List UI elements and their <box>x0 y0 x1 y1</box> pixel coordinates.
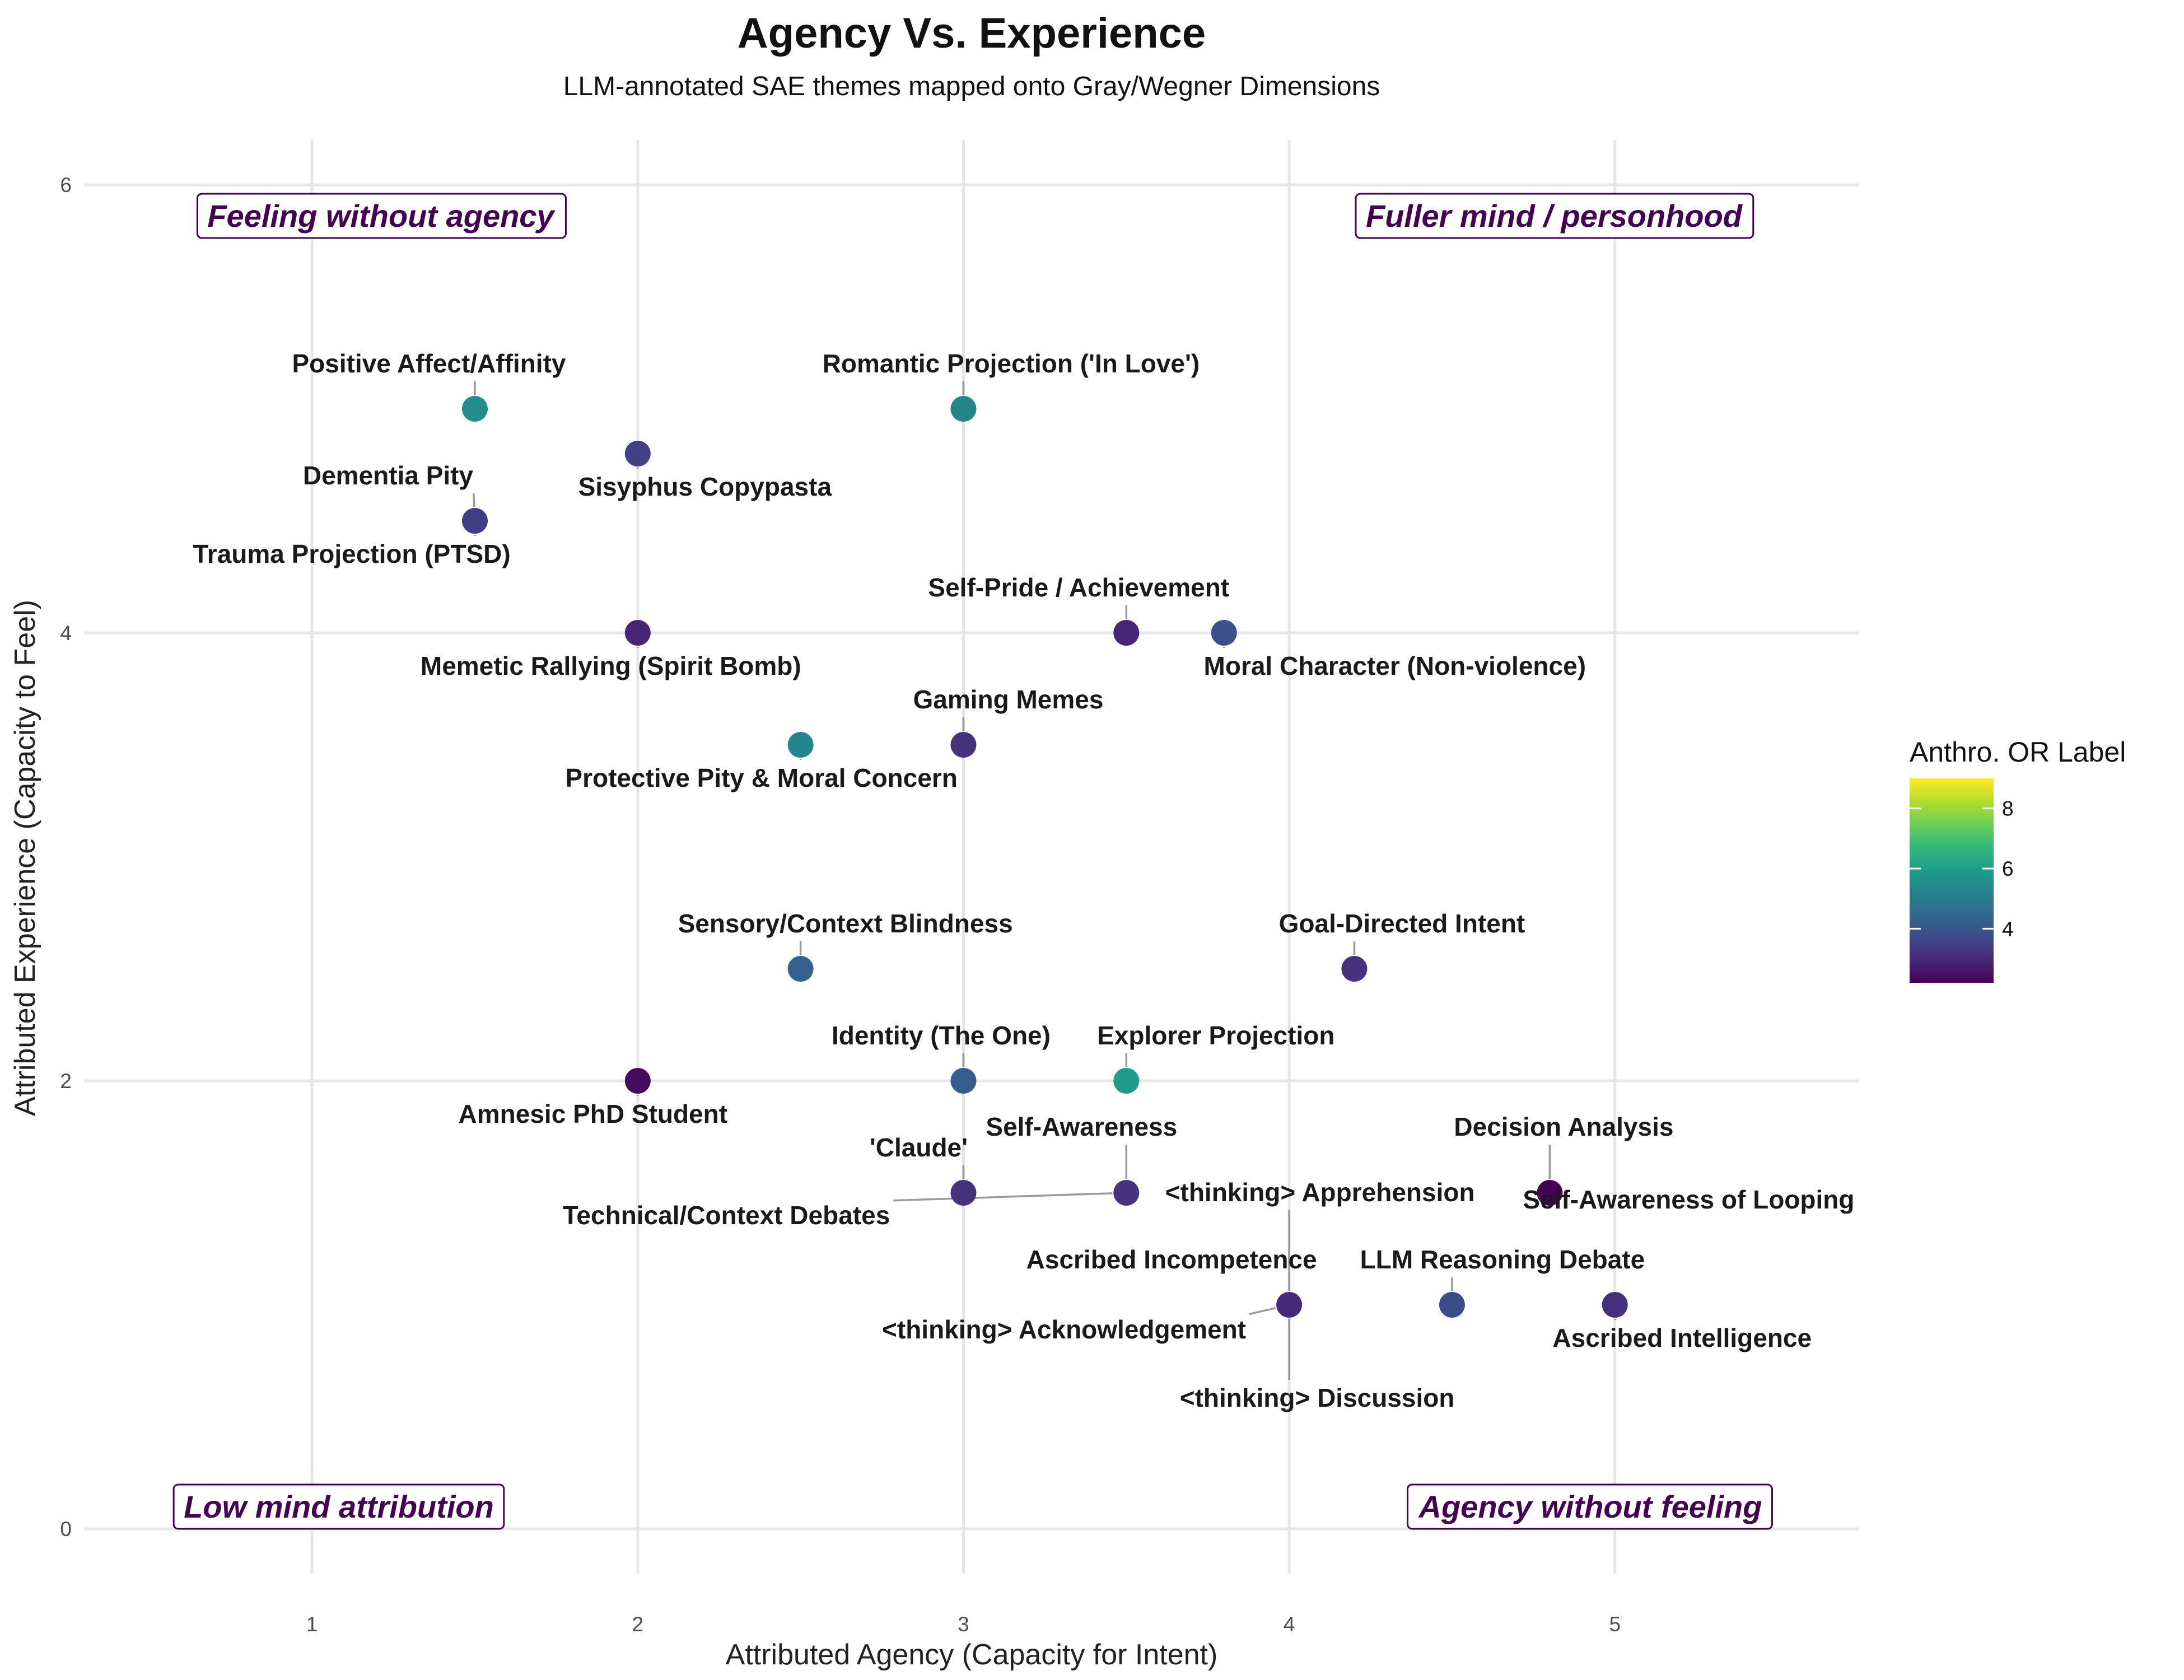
chart-subtitle: LLM-annotated SAE themes mapped onto Gra… <box>563 72 1380 101</box>
leader-line <box>893 1192 1113 1202</box>
point-label: Decision Analysis <box>1454 1112 1673 1141</box>
legend-tick-label: 6 <box>2002 857 2014 880</box>
point-label: Sisyphus Copypasta <box>578 472 832 501</box>
y-axis-title: Attributed Experience (Capacity to Feel) <box>9 600 41 1116</box>
point-label: Self-Awareness <box>986 1112 1177 1141</box>
legend-title: Anthro. OR Label <box>1910 736 2126 768</box>
data-point <box>461 508 488 534</box>
point-label: Self-Pride / Achievement <box>928 573 1229 602</box>
quadrant-label-top-left: Feeling without agency <box>196 193 567 239</box>
quadrant-text: Fuller mind / personhood <box>1366 198 1743 234</box>
x-tick-label: 3 <box>958 1613 969 1636</box>
data-point <box>1211 620 1237 646</box>
x-tick-label: 2 <box>632 1613 644 1636</box>
point-label: Gaming Memes <box>913 685 1103 714</box>
point-label: Dementia Pity <box>303 461 474 490</box>
data-point <box>950 1180 977 1206</box>
point-label: Moral Character (Non-violence) <box>1204 651 1586 680</box>
point-label: Amnesic PhD Student <box>459 1099 728 1128</box>
point-label: Goal-Directed Intent <box>1279 909 1525 938</box>
data-point <box>1537 1180 1563 1206</box>
point-label: LLM Reasoning Debate <box>1360 1245 1645 1274</box>
point-label: Identity (The One) <box>832 1021 1051 1050</box>
data-point <box>1113 1180 1140 1206</box>
axis-ticks: 1 2 3 4 5 0 2 4 6 <box>60 174 1621 1636</box>
leader-line <box>1249 1306 1276 1315</box>
data-point <box>950 1068 977 1094</box>
data-point <box>787 956 814 982</box>
data-point <box>624 1068 651 1094</box>
quadrant-box <box>172 1483 505 1530</box>
data-point <box>461 396 488 422</box>
y-tick-label: 0 <box>60 1518 72 1541</box>
chart-title: Agency Vs. Experience <box>738 10 1206 57</box>
point-label: <thinking> Discussion <box>1180 1383 1455 1412</box>
quadrant-box <box>196 193 567 239</box>
point-label: Technical/Context Debates <box>563 1201 890 1230</box>
leader-lines <box>473 381 1616 1380</box>
data-point <box>624 441 651 466</box>
quadrant-labels: Feeling without agency Fuller mind / pers… <box>172 193 1773 1530</box>
point-label: Explorer Projection <box>1097 1021 1334 1050</box>
point-label: Ascribed Intelligence <box>1552 1323 1812 1352</box>
data-point <box>1276 1292 1303 1318</box>
data-point <box>1602 1292 1628 1318</box>
data-point <box>950 396 977 422</box>
y-tick-label: 4 <box>60 622 72 645</box>
quadrant-label-bottom-right: Agency without feeling <box>1407 1483 1773 1530</box>
color-legend: Anthro. OR Label 4 6 8 <box>1910 736 2126 983</box>
point-label: Sensory/Context Blindness <box>678 909 1013 938</box>
point-label: Self-Awareness of Looping <box>1523 1185 1854 1214</box>
data-point <box>624 620 651 646</box>
point-label: Positive Affect/Affinity <box>292 349 566 378</box>
x-tick-label: 5 <box>1609 1613 1621 1636</box>
legend-tick-label: 8 <box>2002 797 2014 820</box>
x-tick-label: 4 <box>1284 1613 1295 1636</box>
quadrant-text: Agency without feeling <box>1418 1489 1762 1524</box>
point-label: Ascribed Incompetence <box>1026 1245 1317 1274</box>
point-label: <thinking> Apprehension <box>1165 1178 1475 1207</box>
y-tick-label: 2 <box>60 1070 72 1093</box>
data-point <box>1113 1068 1140 1094</box>
data-point <box>787 732 814 758</box>
data-point <box>950 732 977 758</box>
point-label: <thinking> Acknowledgement <box>882 1315 1246 1344</box>
quadrant-text: Feeling without agency <box>207 198 556 234</box>
quadrant-text: Low mind attribution <box>184 1489 494 1524</box>
point-label: Memetic Rallying (Spirit Bomb) <box>421 651 801 680</box>
quadrant-box <box>1407 1483 1773 1530</box>
x-tick-label: 1 <box>306 1613 318 1636</box>
point-label: Trauma Projection (PTSD) <box>193 539 510 568</box>
data-point <box>1113 620 1140 646</box>
quadrant-box <box>1355 193 1754 239</box>
point-label: Protective Pity & Moral Concern <box>565 763 957 792</box>
y-tick-label: 6 <box>60 174 72 197</box>
point-label: 'Claude' <box>870 1133 968 1162</box>
point-labels: Positive Affect/Affinity Romantic Project… <box>193 349 1854 1412</box>
data-point <box>1341 956 1368 982</box>
data-points <box>461 396 1628 1318</box>
legend-tick-label: 4 <box>2002 917 2014 940</box>
point-label: Romantic Projection ('In Love') <box>823 349 1200 378</box>
legend-colorbar <box>1910 778 1994 983</box>
data-point <box>1439 1292 1465 1318</box>
quadrant-label-top-right: Fuller mind / personhood <box>1355 193 1754 239</box>
x-axis-title: Attributed Agency (Capacity for Intent) <box>726 1639 1218 1671</box>
quadrant-label-bottom-left: Low mind attribution <box>172 1483 505 1530</box>
